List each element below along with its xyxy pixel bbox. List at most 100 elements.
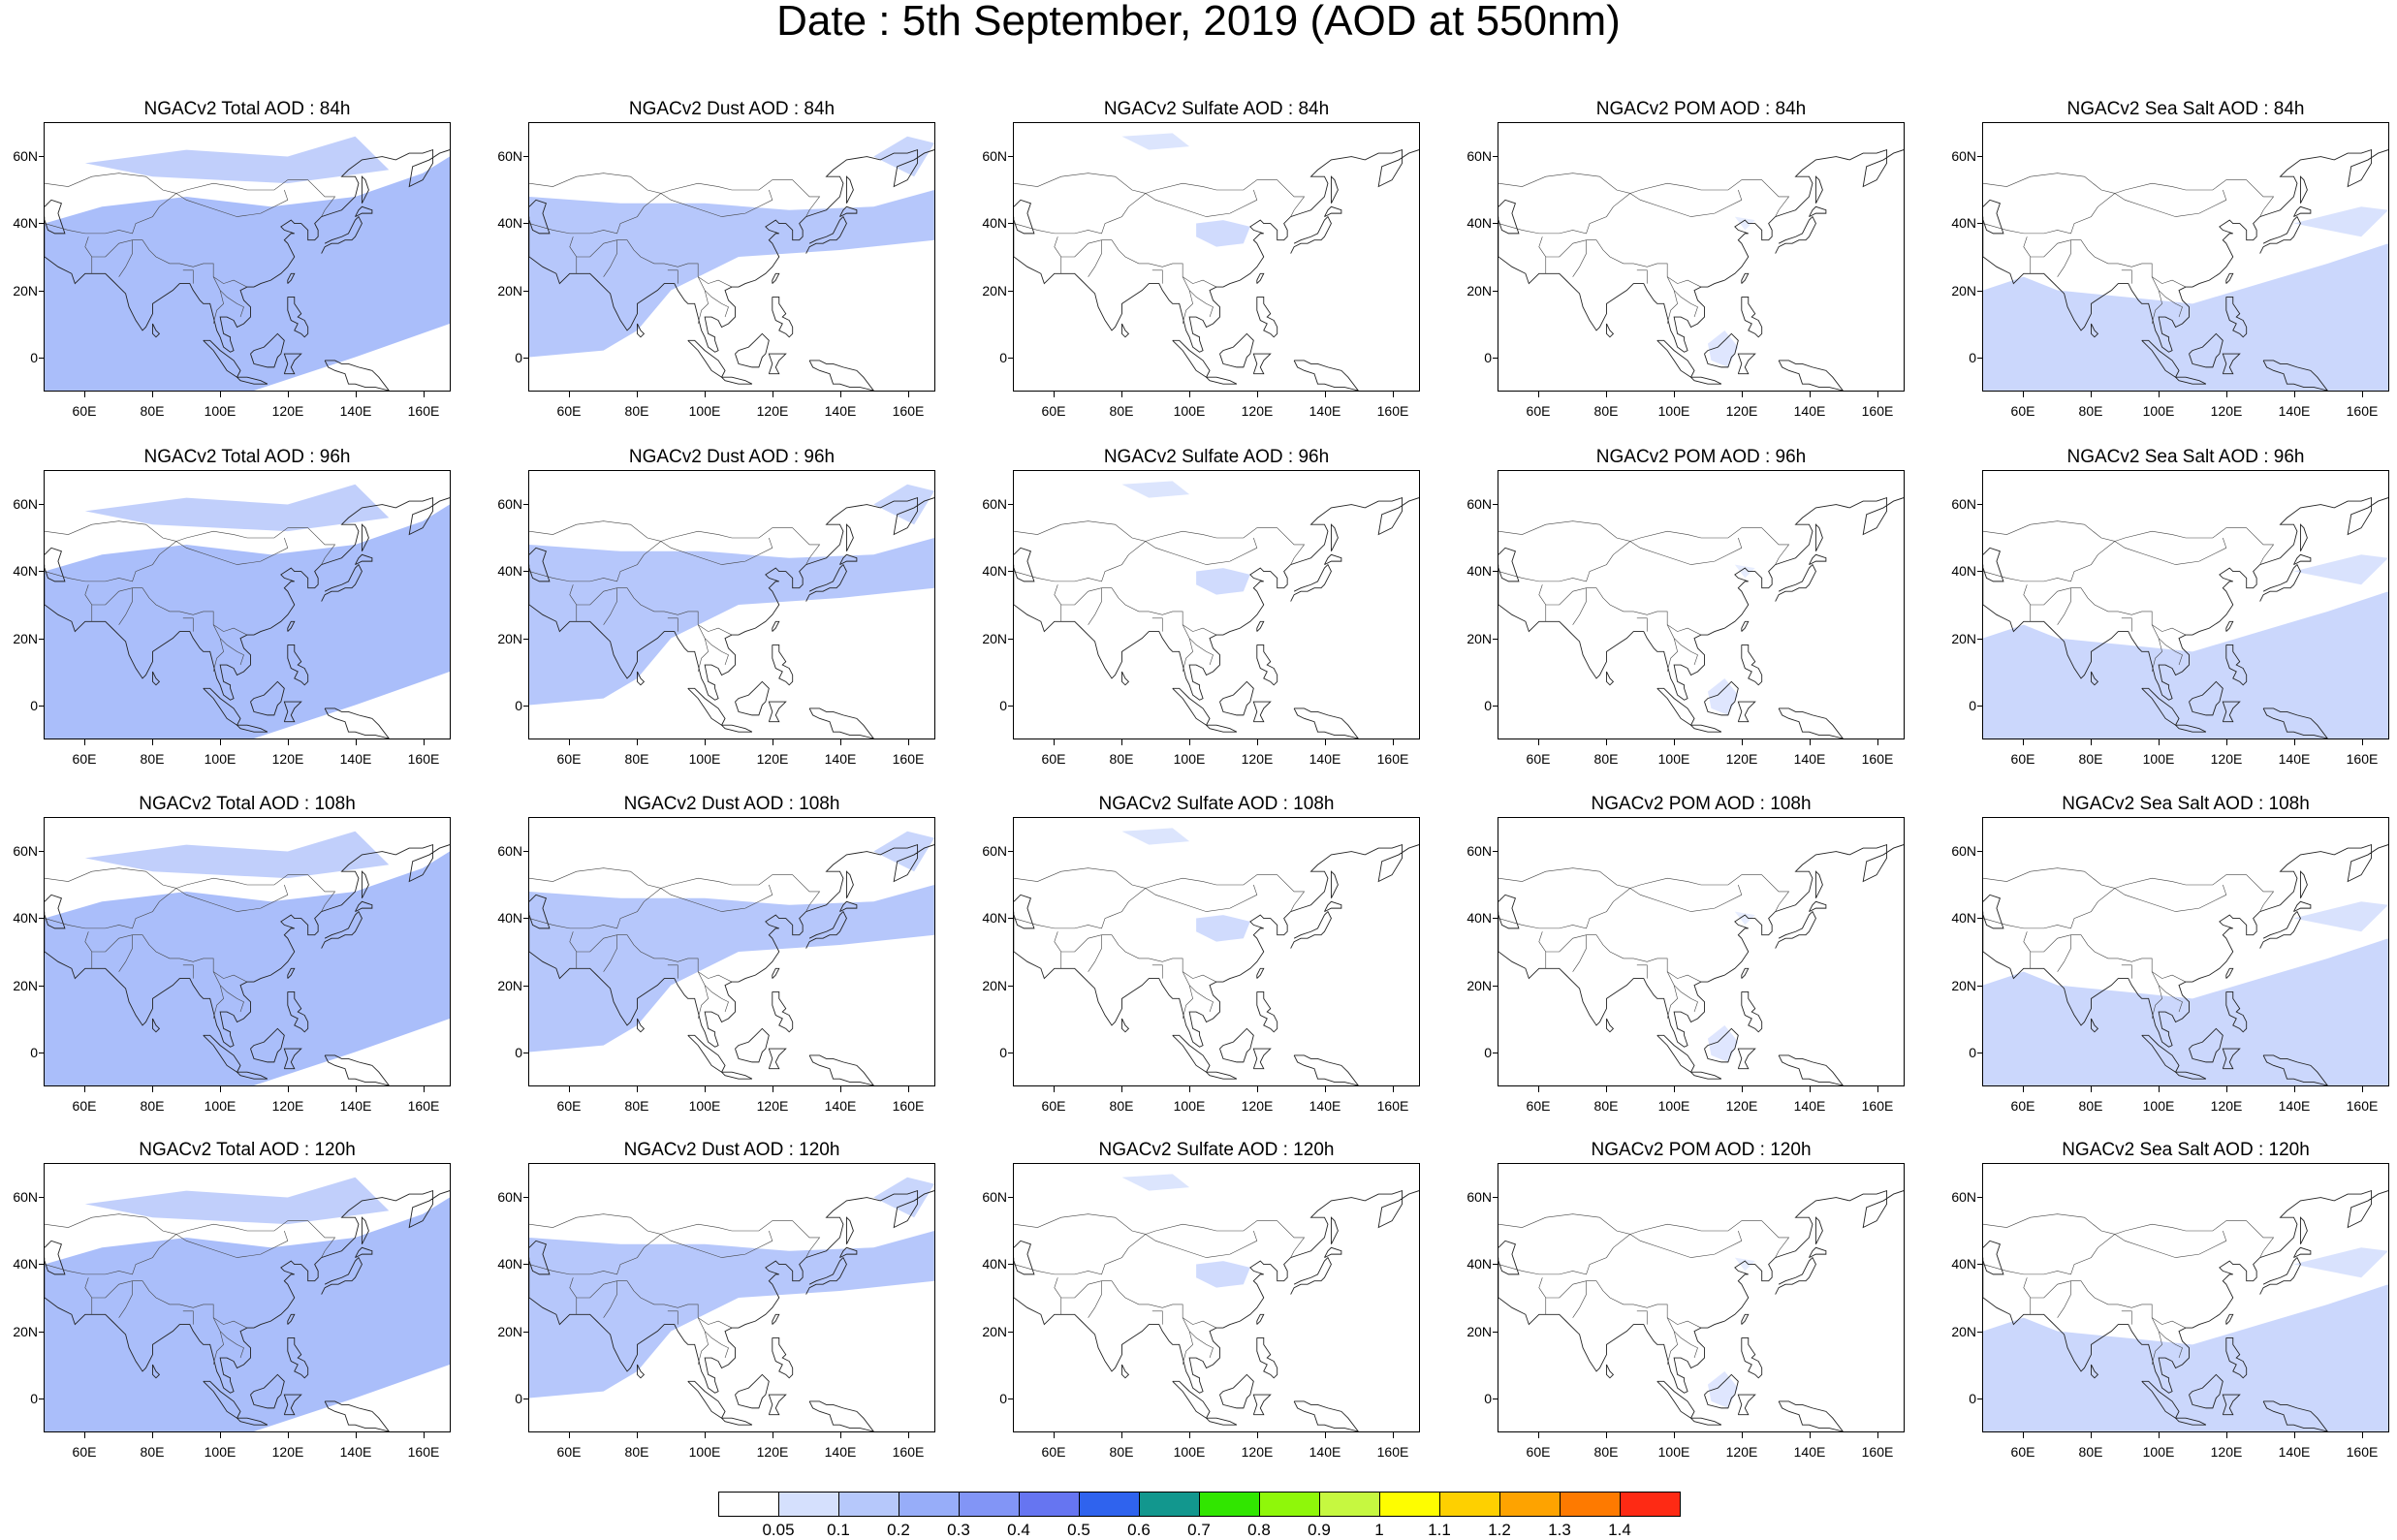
lon-tick [1810,1086,1811,1092]
coastline [805,910,847,949]
country-border [212,624,244,666]
country-border [1088,1280,1102,1318]
lon-tick [2362,392,2363,397]
lat-label: 40N [1467,563,1492,580]
coastline [2293,553,2312,565]
lon-tick [1054,739,1055,745]
lon-tick [2159,1432,2160,1438]
colorbar-label: 0.6 [1127,1521,1151,1539]
lat-label: 0 [1969,698,1976,714]
lat-tick [523,638,528,640]
coastline [287,990,309,1033]
lon-tick [1121,1086,1122,1092]
lon-tick [1742,392,1743,397]
coastline [1121,1018,1130,1033]
coastline [1983,148,2388,353]
lon-label: 60E [1526,403,1551,419]
coastline [1498,496,1904,701]
coastline [1219,1373,1254,1409]
lat-label: 40N [1951,563,1976,580]
lat-label: 40N [1467,215,1492,232]
map-panel-dust [528,470,935,739]
lat-label: 40N [982,215,1007,232]
panel-title: NGACv2 Dust AOD : 96h [628,447,836,467]
lat-label: 0 [515,1391,522,1407]
country-border [1014,888,1147,929]
coastline [203,1380,241,1419]
coastline [1293,707,1359,739]
lon-label: 160E [407,751,440,767]
country-border [1636,269,1648,284]
coastline [735,1027,770,1063]
lon-tick [2091,392,2092,397]
coastline [2189,332,2224,368]
map-panel-total [44,817,451,1086]
map-panel-seasalt [1982,1163,2389,1432]
lon-tick [2362,739,2363,745]
lat-label: 0 [30,1391,38,1407]
lat-label: 20N [1951,1323,1976,1339]
country-border [1060,1280,1217,1329]
lat-tick [1977,571,1982,573]
country-border [576,934,733,983]
country-border [91,239,248,288]
coastline [1256,272,1265,284]
country-border [697,638,709,673]
lat-label: 20N [1467,630,1492,646]
country-border [212,290,224,325]
coastline [2225,620,2234,632]
country-border [2114,537,2227,565]
lon-label: 140E [824,403,857,419]
coastline [1206,724,1238,733]
coastline [321,215,363,254]
lon-label: 80E [1593,751,1619,767]
coastline [1256,644,1278,686]
lon-label: 60E [1526,1098,1551,1114]
coastline [355,553,373,565]
lon-tick [1538,1086,1539,1092]
coastline [2141,1380,2180,1419]
lon-tick [1877,1086,1878,1092]
panel-title: NGACv2 Sulfate AOD : 96h [1103,447,1330,467]
lon-label: 140E [1793,403,1826,419]
coastline [2259,563,2301,602]
coastline [1690,1417,1722,1426]
map-panel-sulfate [1013,1163,1420,1432]
lat-tick [39,223,44,225]
lat-label: 40N [497,215,522,232]
lon-tick [908,1086,909,1092]
country-border [2023,236,2032,274]
coastline [283,1048,302,1070]
coastline [768,1394,787,1416]
country-border [1014,1234,1147,1275]
country-border [697,971,729,1013]
lon-tick [1257,1432,1258,1438]
lat-tick [1008,1196,1013,1198]
country-border [1983,1213,2275,1258]
lon-label: 160E [2346,403,2379,419]
lon-label: 80E [1593,1098,1619,1114]
map-panel-dust [528,122,935,392]
lon-label: 80E [1109,751,1134,767]
coastline [1014,496,1419,701]
country-border [1054,1277,1062,1315]
lon-tick [2294,392,2295,397]
country-border [1145,537,1258,565]
lon-label: 80E [624,751,649,767]
lat-label: 20N [982,630,1007,646]
coastline [529,843,934,1048]
lon-label: 120E [756,751,789,767]
coastline [1704,1027,1739,1063]
lat-tick [1008,290,1013,292]
lat-tick [523,290,528,292]
lat-tick [1977,1331,1982,1333]
lat-label: 20N [1467,282,1492,299]
coastline [1498,1240,1520,1275]
coastline [287,620,296,632]
colorbar-swatch [778,1492,839,1517]
panel-title: NGACv2 Sea Salt AOD : 84h [2066,99,2305,119]
lat-label: 40N [982,1256,1007,1273]
coastline [1293,360,1359,391]
map-panel-pom [1498,122,1905,392]
coastline [1704,1373,1739,1409]
